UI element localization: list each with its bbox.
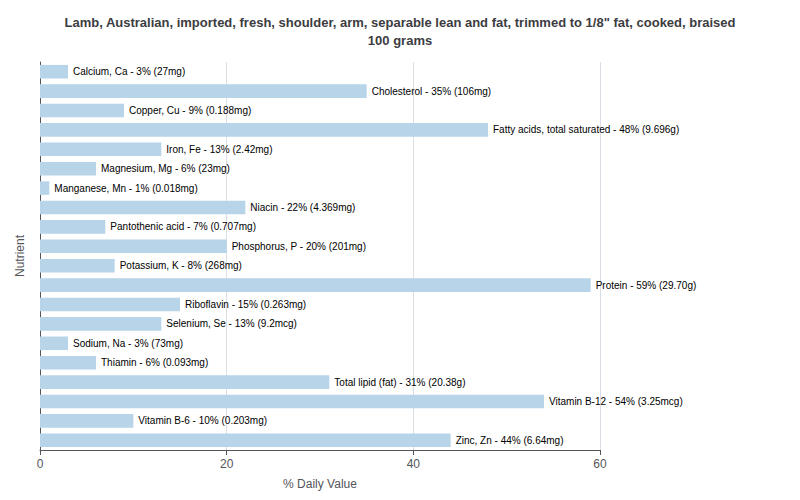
svg-text:Thiamin - 6% (0.093mg): Thiamin - 6% (0.093mg) xyxy=(101,357,208,368)
svg-text:Manganese, Mn - 1% (0.018mg): Manganese, Mn - 1% (0.018mg) xyxy=(54,183,197,194)
svg-text:Vitamin B-6 - 10% (0.203mg): Vitamin B-6 - 10% (0.203mg) xyxy=(138,415,267,426)
svg-text:Fatty acids, total saturated -: Fatty acids, total saturated - 48% (9.69… xyxy=(493,124,679,135)
svg-text:Copper, Cu - 9% (0.188mg): Copper, Cu - 9% (0.188mg) xyxy=(129,105,251,116)
svg-text:Sodium, Na - 3% (73mg): Sodium, Na - 3% (73mg) xyxy=(73,338,183,349)
svg-text:Lamb, Australian, imported, fr: Lamb, Australian, imported, fresh, shoul… xyxy=(64,15,735,30)
svg-text:Vitamin B-12 - 54% (3.25mcg): Vitamin B-12 - 54% (3.25mcg) xyxy=(549,396,683,407)
svg-text:Riboflavin - 15% (0.263mg): Riboflavin - 15% (0.263mg) xyxy=(185,299,306,310)
svg-text:Nutrient: Nutrient xyxy=(13,234,27,277)
svg-text:% Daily Value: % Daily Value xyxy=(283,477,357,491)
svg-text:0: 0 xyxy=(37,457,44,471)
svg-text:Pantothenic acid - 7% (0.707mg: Pantothenic acid - 7% (0.707mg) xyxy=(110,221,256,232)
svg-text:Total lipid (fat) - 31% (20.38: Total lipid (fat) - 31% (20.38g) xyxy=(334,377,465,388)
svg-text:Cholesterol - 35% (106mg): Cholesterol - 35% (106mg) xyxy=(372,86,492,97)
svg-text:Potassium, K - 8% (268mg): Potassium, K - 8% (268mg) xyxy=(120,260,242,271)
svg-text:40: 40 xyxy=(407,457,421,471)
svg-text:60: 60 xyxy=(593,457,607,471)
svg-text:Zinc, Zn - 44% (6.64mg): Zinc, Zn - 44% (6.64mg) xyxy=(456,435,564,446)
svg-text:Protein - 59% (29.70g): Protein - 59% (29.70g) xyxy=(596,280,697,291)
svg-text:20: 20 xyxy=(220,457,234,471)
svg-text:Iron, Fe - 13% (2.42mg): Iron, Fe - 13% (2.42mg) xyxy=(166,144,272,155)
svg-text:Magnesium, Mg - 6% (23mg): Magnesium, Mg - 6% (23mg) xyxy=(101,163,230,174)
svg-text:Selenium, Se - 13% (9.2mcg): Selenium, Se - 13% (9.2mcg) xyxy=(166,318,297,329)
svg-text:Phosphorus, P - 20% (201mg): Phosphorus, P - 20% (201mg) xyxy=(232,241,366,252)
svg-text:Calcium, Ca - 3% (27mg): Calcium, Ca - 3% (27mg) xyxy=(73,66,185,77)
svg-text:100 grams: 100 grams xyxy=(368,33,432,48)
svg-text:Niacin - 22% (4.369mg): Niacin - 22% (4.369mg) xyxy=(250,202,355,213)
